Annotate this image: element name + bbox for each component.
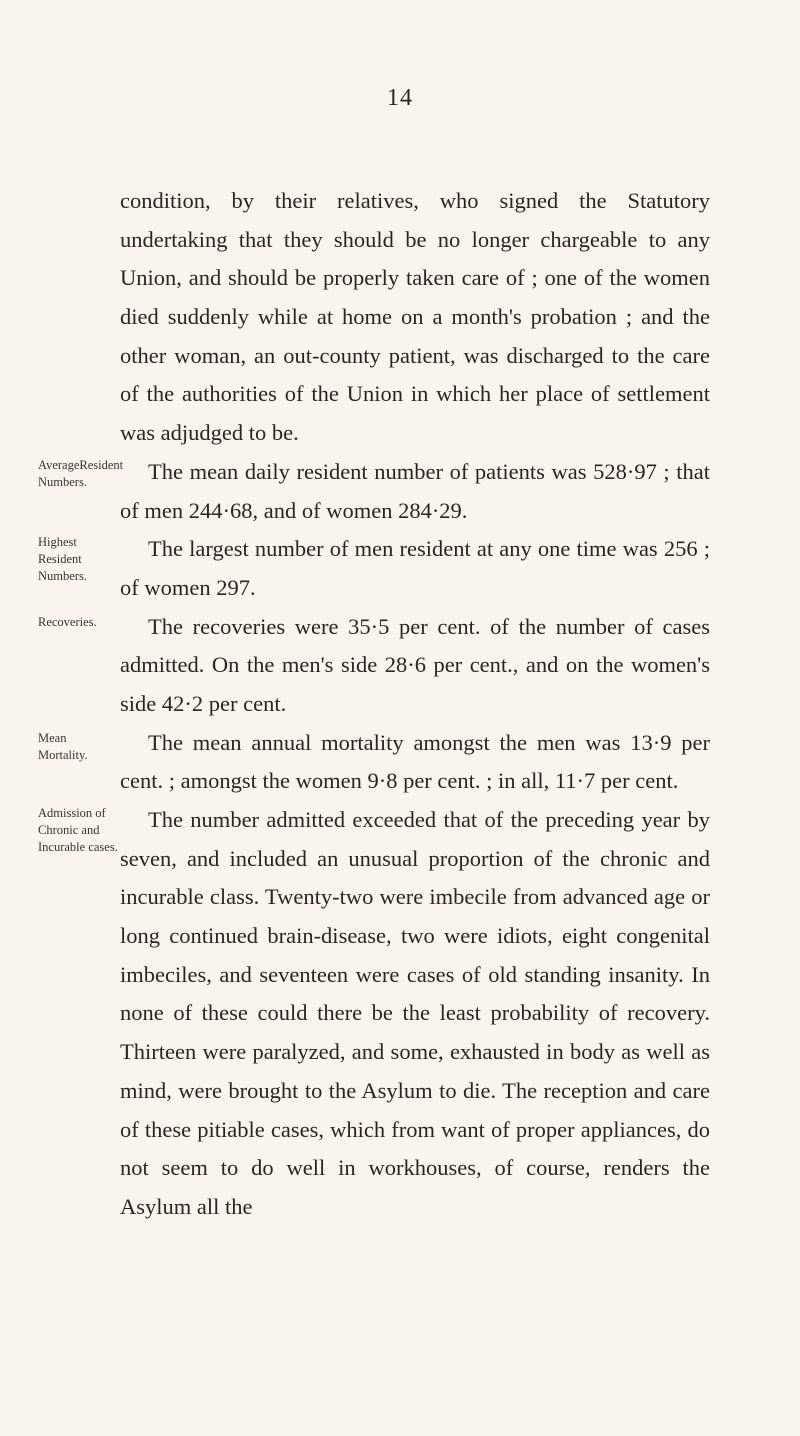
paragraph-block-4: Recoveries. The recoveries were 35·5 per… — [120, 608, 710, 724]
side-label-line: Chronic and — [38, 823, 99, 837]
side-label-recoveries: Recoveries. — [38, 614, 118, 631]
paragraph-block-3: Highest Resident Numbers. The largest nu… — [120, 530, 710, 607]
paragraph-4: The recoveries were 35·5 per cent. of th… — [120, 608, 710, 724]
content-area: condition, by their relatives, who signe… — [120, 182, 710, 1227]
paragraph-3: The largest number of men resident at an… — [120, 530, 710, 607]
page-number: 14 — [90, 85, 710, 112]
side-label-line: Admission of — [38, 806, 106, 820]
paragraph-block-5: Mean Mortality. The mean annual mortalit… — [120, 724, 710, 801]
paragraph-block-6: Admission of Chronic and Incurable cases… — [120, 801, 710, 1227]
side-label-line: Highest Resident — [38, 535, 82, 566]
side-label-highest-resident: Highest Resident Numbers. — [38, 534, 118, 585]
side-label-line: Numbers. — [38, 475, 87, 489]
side-label-line: Incurable cases. — [38, 840, 118, 854]
side-label-mean-mortality: Mean Mortality. — [38, 730, 118, 764]
paragraph-6: The number admitted exceeded that of the… — [120, 801, 710, 1227]
paragraph-1: condition, by their relatives, who signe… — [120, 182, 710, 453]
side-label-admission: Admission of Chronic and Incurable cases… — [38, 805, 118, 856]
side-label-line: Recoveries. — [38, 615, 97, 629]
side-label-line: Numbers. — [38, 569, 87, 583]
side-label-average-resident: AverageResident Numbers. — [38, 457, 118, 491]
paragraph-block-1: condition, by their relatives, who signe… — [120, 182, 710, 453]
side-label-line: AverageResident — [38, 458, 123, 472]
paragraph-block-2: AverageResident Numbers. The mean daily … — [120, 453, 710, 530]
paragraph-2: The mean daily resident number of patien… — [120, 453, 710, 530]
paragraph-5: The mean annual mortality amongst the me… — [120, 724, 710, 801]
side-label-line: Mean Mortality. — [38, 731, 88, 762]
page-container: 14 condition, by their relatives, who si… — [0, 0, 800, 1436]
